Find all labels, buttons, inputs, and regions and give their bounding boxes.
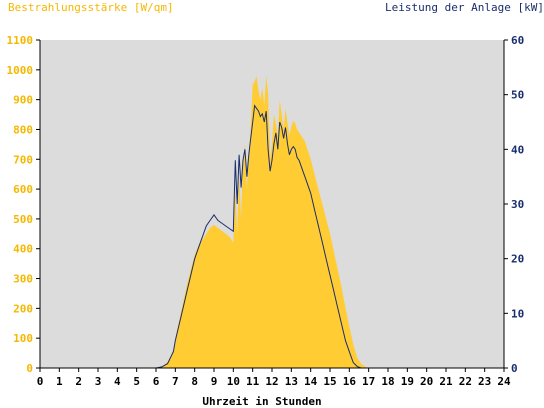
x-tick-label: 20 xyxy=(420,375,433,388)
x-tick-label: 0 xyxy=(37,375,44,388)
right-axis-ticks: 0 10 20 30 40 50 60 xyxy=(504,34,524,375)
left-tick-label: 1100 xyxy=(7,34,34,47)
left-tick-label: 400 xyxy=(13,243,33,256)
right-tick-label: 30 xyxy=(511,198,524,211)
x-tick-label: 12 xyxy=(265,375,278,388)
x-axis-ticks: 0 1 2 3 4 5 6 7 8 9 10 11 12 13 14 15 16 17 18 19 20 21 22 23 24 xyxy=(37,368,511,388)
x-tick-label: 24 xyxy=(497,375,511,388)
left-tick-label: 600 xyxy=(13,183,33,196)
x-tick-label: 15 xyxy=(323,375,336,388)
x-tick-label: 11 xyxy=(246,375,260,388)
x-tick-label: 18 xyxy=(381,375,394,388)
right-tick-label: 60 xyxy=(511,34,524,47)
x-tick-label: 23 xyxy=(478,375,491,388)
left-tick-label: 300 xyxy=(13,273,33,286)
x-tick-label: 2 xyxy=(75,375,82,388)
x-tick-label: 14 xyxy=(304,375,318,388)
right-tick-label: 20 xyxy=(511,253,524,266)
x-tick-label: 9 xyxy=(211,375,218,388)
x-tick-label: 5 xyxy=(133,375,140,388)
right-axis-title: Leistung der Anlage [kW] xyxy=(385,1,544,14)
x-tick-label: 8 xyxy=(191,375,198,388)
x-tick-label: 3 xyxy=(95,375,102,388)
left-tick-label: 200 xyxy=(13,302,33,315)
x-axis-title: Uhrzeit in Stunden xyxy=(202,395,321,408)
x-tick-label: 13 xyxy=(285,375,298,388)
power-line xyxy=(40,104,504,369)
x-tick-label: 10 xyxy=(227,375,240,388)
power-line-layer xyxy=(40,104,504,369)
right-tick-label: 10 xyxy=(511,307,524,320)
left-tick-label: 900 xyxy=(13,94,33,107)
x-tick-label: 16 xyxy=(343,375,357,388)
left-tick-label: 800 xyxy=(13,123,33,136)
x-tick-label: 19 xyxy=(401,375,414,388)
x-tick-label: 1 xyxy=(56,375,63,388)
x-tick-label: 6 xyxy=(153,375,160,388)
left-tick-label: 500 xyxy=(13,213,33,226)
left-tick-label: 700 xyxy=(13,153,33,166)
right-tick-label: 50 xyxy=(511,89,524,102)
left-tick-label: 1000 xyxy=(7,64,34,77)
left-tick-label: 100 xyxy=(13,332,33,345)
irradiance-area xyxy=(156,75,398,369)
left-axis-ticks: 0 100 200 300 400 500 600 700 800 900 1000 1100 xyxy=(7,34,40,375)
left-axis-title: Bestrahlungsstärke [W/qm] xyxy=(8,1,174,14)
right-tick-label: 0 xyxy=(511,362,518,375)
x-tick-label: 22 xyxy=(459,375,472,388)
x-tick-label: 21 xyxy=(439,375,453,388)
right-tick-label: 40 xyxy=(511,143,524,156)
irradiance-area-layer xyxy=(156,75,398,369)
x-tick-label: 4 xyxy=(114,375,121,388)
left-tick-label: 0 xyxy=(26,362,33,375)
x-tick-label: 17 xyxy=(362,375,375,388)
x-tick-label: 7 xyxy=(172,375,179,388)
